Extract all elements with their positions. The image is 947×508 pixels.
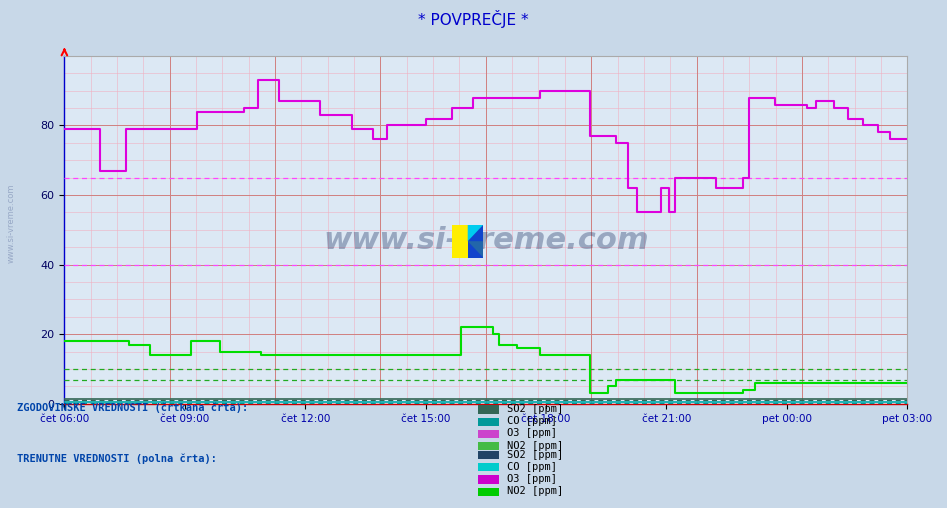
- Text: TRENUTNE VREDNOSTI (polna črta):: TRENUTNE VREDNOSTI (polna črta):: [17, 454, 217, 464]
- Text: ZGODOVINSKE VREDNOSTI (črtkana črta):: ZGODOVINSKE VREDNOSTI (črtkana črta):: [17, 403, 248, 414]
- Text: CO [ppm]: CO [ppm]: [507, 462, 557, 472]
- Text: NO2 [ppm]: NO2 [ppm]: [507, 440, 563, 451]
- Polygon shape: [468, 225, 483, 258]
- Text: SO2 [ppm]: SO2 [ppm]: [507, 450, 563, 460]
- Text: O3 [ppm]: O3 [ppm]: [507, 428, 557, 438]
- Text: * POVPREČJE *: * POVPREČJE *: [419, 10, 528, 28]
- Text: NO2 [ppm]: NO2 [ppm]: [507, 486, 563, 496]
- Text: SO2 [ppm]: SO2 [ppm]: [507, 404, 563, 414]
- Text: CO [ppm]: CO [ppm]: [507, 416, 557, 426]
- Text: www.si-vreme.com: www.si-vreme.com: [323, 226, 649, 255]
- Bar: [452, 225, 468, 258]
- Polygon shape: [468, 225, 483, 241]
- Text: www.si-vreme.com: www.si-vreme.com: [7, 184, 16, 263]
- Polygon shape: [468, 241, 483, 258]
- Text: O3 [ppm]: O3 [ppm]: [507, 474, 557, 484]
